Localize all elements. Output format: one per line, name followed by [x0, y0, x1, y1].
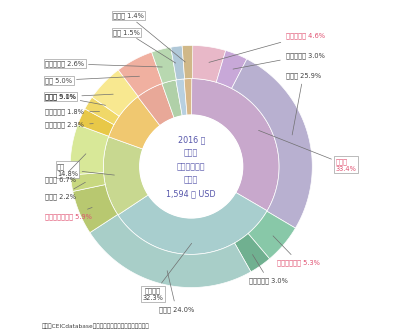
Text: 資料：CEICdatabase、中国商務省から経済産業省作成。: 資料：CEICdatabase、中国商務省から経済産業省作成。	[42, 323, 150, 329]
Text: 欧州 5.0%: 欧州 5.0%	[45, 76, 139, 84]
Polygon shape	[70, 172, 105, 191]
Polygon shape	[70, 125, 109, 175]
Text: その他 1.4%: その他 1.4%	[113, 12, 185, 62]
Polygon shape	[231, 59, 312, 228]
Polygon shape	[216, 51, 247, 89]
Text: 北米 1.5%: 北米 1.5%	[113, 29, 176, 63]
Text: オセアニア 2.6%: オセアニア 2.6%	[45, 60, 162, 67]
Polygon shape	[73, 184, 118, 233]
Text: マレーシア 3.0%: マレーシア 3.0%	[233, 52, 325, 69]
Polygon shape	[118, 192, 267, 254]
Polygon shape	[138, 84, 174, 126]
Polygon shape	[118, 52, 162, 96]
Polygon shape	[182, 46, 193, 79]
Text: アルジェリア 5.3%: アルジェリア 5.3%	[273, 236, 320, 266]
Polygon shape	[191, 79, 279, 211]
Text: その他 24.0%: その他 24.0%	[159, 271, 194, 313]
Text: 2016 年
中国の
プロジェクト
輸出額
1,594 億 USD: 2016 年 中国の プロジェクト 輸出額 1,594 億 USD	[166, 135, 216, 198]
Polygon shape	[152, 47, 176, 84]
Text: その他 5.0%: その他 5.0%	[45, 94, 113, 100]
Polygon shape	[248, 211, 295, 259]
Text: イラク 2.2%: イラク 2.2%	[45, 182, 85, 200]
Text: アフリカ
32.3%: アフリカ 32.3%	[143, 243, 192, 301]
Text: ベネズエラ 2.3%: ベネズエラ 2.3%	[45, 122, 93, 128]
Text: その他 6.7%: その他 6.7%	[45, 154, 86, 183]
Text: アジア
33.4%: アジア 33.4%	[258, 130, 356, 171]
Polygon shape	[176, 79, 187, 116]
Text: 中東
14.8%: 中東 14.8%	[57, 163, 115, 176]
Polygon shape	[90, 214, 251, 287]
Polygon shape	[108, 97, 160, 149]
Polygon shape	[103, 137, 148, 215]
Text: 中南米 9.1%: 中南米 9.1%	[45, 94, 106, 105]
Text: サウジアラビア 5.9%: サウジアラビア 5.9%	[45, 207, 92, 219]
Polygon shape	[85, 97, 119, 125]
Text: その他 25.9%: その他 25.9%	[286, 72, 321, 135]
Polygon shape	[92, 70, 138, 116]
Polygon shape	[234, 233, 270, 272]
Text: パキスタン 4.6%: パキスタン 4.6%	[209, 32, 325, 62]
Polygon shape	[78, 109, 114, 136]
Polygon shape	[191, 46, 226, 82]
Polygon shape	[162, 80, 182, 118]
Polygon shape	[184, 79, 192, 115]
Text: エクアドル 1.8%: エクアドル 1.8%	[45, 109, 99, 115]
Circle shape	[140, 115, 243, 218]
Text: エチオピア 3.0%: エチオピア 3.0%	[249, 254, 288, 284]
Polygon shape	[171, 46, 184, 80]
